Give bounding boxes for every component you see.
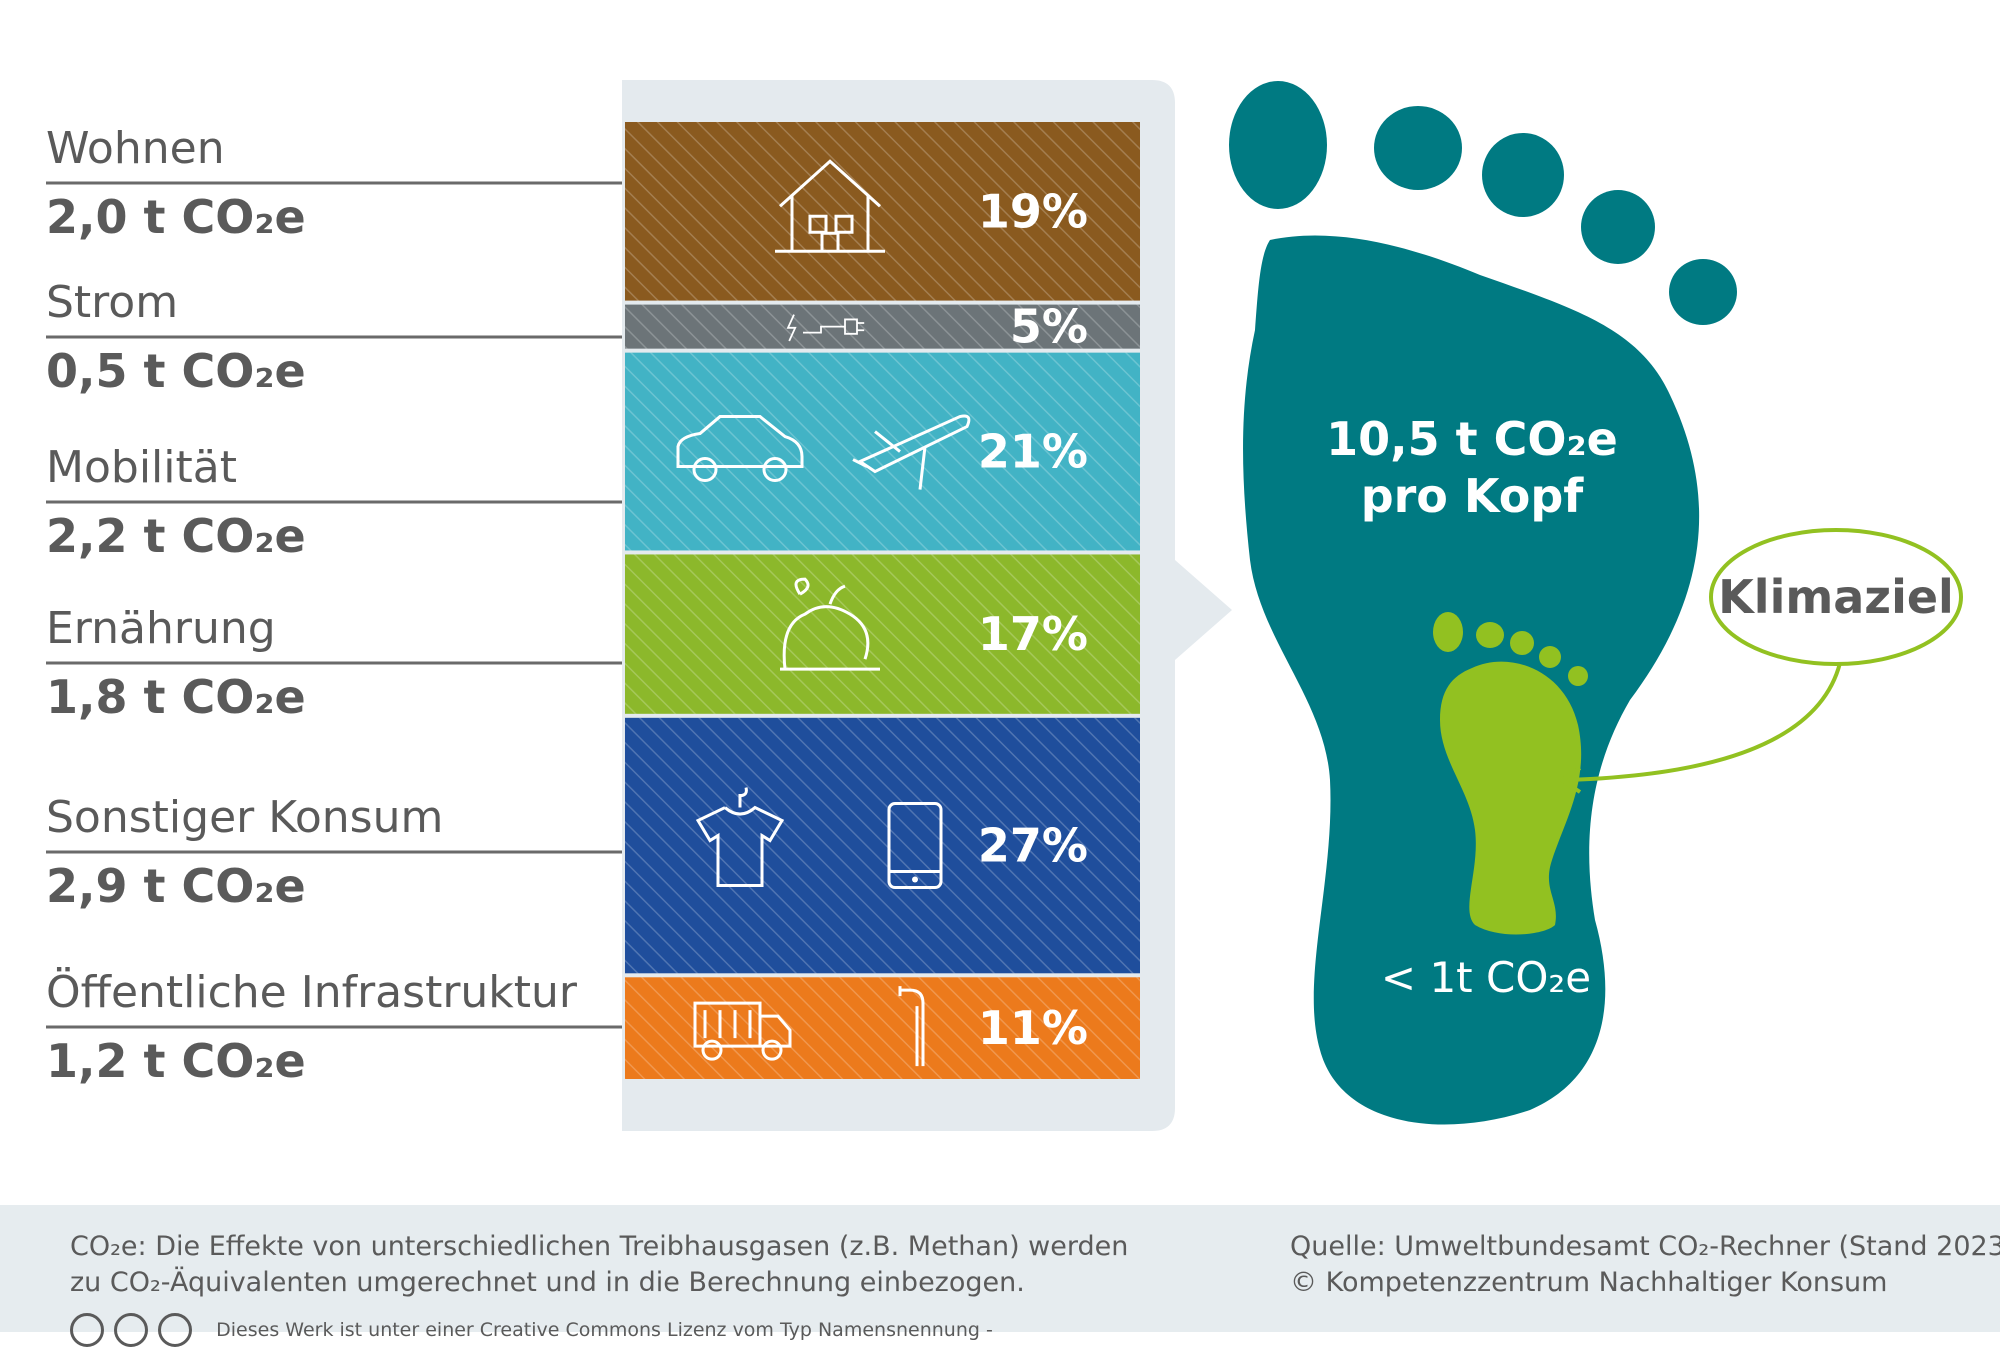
target-toe-5 [1568,666,1588,686]
percent-label-1: 5% [1010,300,1088,354]
license-text: Dieses Werk ist unter einer Creative Com… [216,1319,993,1341]
cc-by-icon [114,1313,149,1347]
category-name: Strom [46,277,178,328]
truck-icon [693,1001,792,1061]
car-icon [676,415,804,483]
category-labels: Wohnen 2,0 t CO₂e Strom 0,5 t CO₂e Mobilität… [46,123,622,1088]
bar-segment-1: 5% [625,300,1140,354]
plug-icon [786,314,865,342]
co2e-note-line-1: CO₂e: Die Effekte von unterschiedlichen … [70,1231,1129,1262]
bar-hatch [625,977,1140,1079]
target-value: < 1t CO₂e [1381,953,1591,1002]
percent-label-4: 27% [978,819,1088,873]
category-value: 1,8 t CO₂e [46,670,306,724]
category-label-0: Wohnen 2,0 t CO₂e [46,123,622,244]
klimaziel-label: Klimaziel [1718,570,1954,624]
percent-label-0: 19% [978,184,1088,238]
target-toe-1 [1433,612,1463,652]
shirt-icon [695,787,785,888]
category-label-4: Sonstiger Konsum 2,9 t CO₂e [46,792,622,913]
cc-icon [70,1313,104,1347]
bar-segment-0: 19% [625,122,1140,301]
target-toe-2 [1476,622,1504,648]
footprint-infographic: Wohnen 2,0 t CO₂e Strom 0,5 t CO₂e Mobilität… [46,80,1963,1131]
co2e-note: CO₂e: Die Effekte von unterschiedlichen … [70,1229,1128,1301]
category-name: Ernährung [46,603,276,654]
bar-segment-3: 17% [625,554,1140,714]
bar-hatch [625,304,1140,349]
category-name: Sonstiger Konsum [46,792,443,843]
bar-hatch [625,554,1140,714]
category-name: Mobilität [46,442,237,493]
house-icon [775,159,885,253]
klimaziel-connector [1567,662,1842,782]
toe-5 [1669,259,1737,325]
cc-nc-icon [158,1313,193,1347]
category-label-2: Mobilität 2,2 t CO₂e [46,442,622,563]
category-label-5: Öffentliche Infrastruktur 1,2 t CO₂e [46,966,622,1088]
category-value: 2,0 t CO₂e [46,190,306,244]
bar-hatch [625,717,1140,974]
toe-2 [1374,106,1462,190]
bar-hatch [625,122,1140,301]
streetlight-icon [898,986,925,1067]
source-line-1: Quelle: Umweltbundesamt CO₂-Rechner (Sta… [1290,1231,2000,1262]
category-label-1: Strom 0,5 t CO₂e [46,277,622,398]
source-note: Quelle: Umweltbundesamt CO₂-Rechner (Sta… [1290,1229,2000,1301]
source-line-2: © Kompetenzzentrum Nachhaltiger Konsum [1290,1267,1888,1298]
co2e-note-line-2: zu CO₂-Äquivalenten umgerechnet und in d… [70,1267,1025,1298]
percent-label-5: 11% [978,1001,1088,1055]
klimaziel-bubble [1709,528,1963,666]
klimaziel-arrowhead [1558,766,1582,794]
percent-label-3: 17% [978,607,1088,661]
plane-icon [852,414,971,490]
percent-label-2: 21% [978,425,1088,479]
target-toe-4 [1539,646,1561,668]
license-row: Dieses Werk ist unter einer Creative Com… [70,1313,993,1353]
total-line-2: pro Kopf [1361,469,1585,523]
category-value: 2,9 t CO₂e [46,859,306,913]
total-line-1: 10,5 t CO₂e [1326,412,1618,466]
category-value: 2,2 t CO₂e [46,509,306,563]
category-name: Öffentliche Infrastruktur [46,966,578,1018]
bar-segment-5: 11% [625,977,1140,1079]
food-icon [780,577,880,671]
target-foot-sole [1440,661,1582,935]
category-value: 1,2 t CO₂e [46,1034,306,1088]
toe-1 [1229,81,1327,209]
category-label-3: Ernährung 1,8 t CO₂e [46,603,622,724]
bar-segment-4: 27% [625,717,1140,974]
bar-segment-2: 21% [625,352,1140,551]
target-toe-3 [1510,631,1534,655]
category-name: Wohnen [46,123,225,174]
stacked-bars: 19% 5% 21% 17% 27% 11% [625,122,1140,1079]
category-value: 0,5 t CO₂e [46,344,306,398]
footprint-graphic: 10,5 t CO₂e pro Kopf < 1t CO₂e Klimaziel [1229,81,1963,1125]
toe-4 [1581,190,1655,264]
footer: CO₂e: Die Effekte von unterschiedlichen … [0,1205,2000,1347]
phone-icon [887,802,943,890]
toe-3 [1482,133,1564,217]
